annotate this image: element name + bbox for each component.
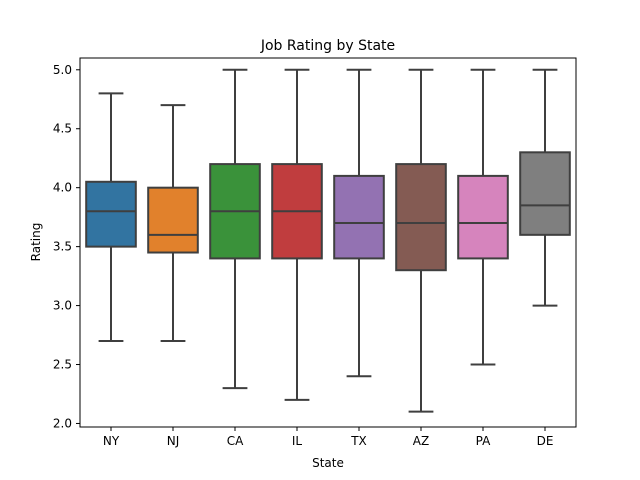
iqr-box-az xyxy=(395,163,447,272)
y-tick-label-0: 2.0 xyxy=(53,416,72,430)
plot-area-frame xyxy=(79,57,577,428)
y-axis-label: Rating xyxy=(29,223,43,262)
x-tick-label-de: DE xyxy=(537,434,554,448)
box-group xyxy=(85,68,571,413)
iqr-box-nj xyxy=(147,186,199,254)
box-az xyxy=(395,68,447,413)
iqr-box-de xyxy=(519,151,571,236)
x-tick-label-pa: PA xyxy=(476,434,491,448)
y-tick-label-5: 4.5 xyxy=(53,122,72,136)
box-de xyxy=(519,68,571,307)
y-tick-label-4: 4.0 xyxy=(53,181,72,195)
x-axis-ticks: NY NJ CA IL TX AZ PA DE xyxy=(103,427,554,448)
box-nj xyxy=(147,104,199,342)
x-tick-label-nj: NJ xyxy=(167,434,180,448)
y-axis-ticks: 2.0 2.5 3.0 3.5 4.0 4.5 5.0 xyxy=(53,63,80,430)
box-ca xyxy=(209,68,261,390)
x-tick-label-tx: TX xyxy=(350,434,367,448)
box-pa xyxy=(457,68,509,366)
y-tick-label-6: 5.0 xyxy=(53,63,72,77)
x-tick-label-ny: NY xyxy=(103,434,120,448)
x-tick-label-ca: CA xyxy=(227,434,244,448)
box-ny xyxy=(85,92,137,342)
iqr-box-pa xyxy=(457,174,509,260)
y-tick-label-1: 2.5 xyxy=(53,358,72,372)
box-tx xyxy=(333,68,385,378)
x-axis-label: State xyxy=(312,456,344,470)
x-tick-label-az: AZ xyxy=(413,434,429,448)
iqr-box-tx xyxy=(333,174,385,260)
box-il xyxy=(271,68,323,401)
iqr-box-ny xyxy=(85,180,137,248)
chart-title: Job Rating by State xyxy=(260,38,395,54)
y-tick-label-2: 3.0 xyxy=(53,299,72,313)
x-tick-label-il: IL xyxy=(292,434,303,448)
y-tick-label-3: 3.5 xyxy=(53,240,72,254)
